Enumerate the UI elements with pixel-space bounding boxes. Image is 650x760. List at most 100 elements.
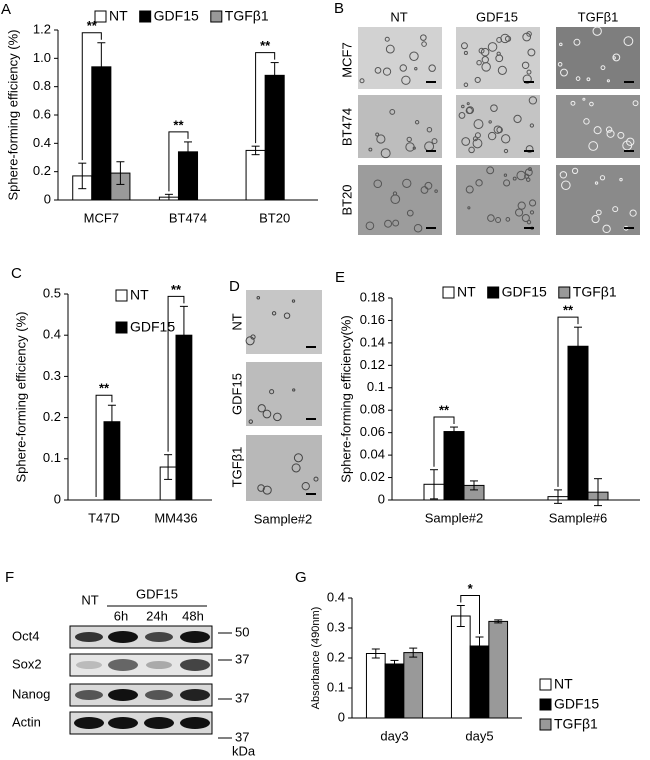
y-tick-label: 0.3: [43, 368, 61, 383]
sphere: [593, 126, 602, 135]
error-bar: [554, 489, 562, 504]
significance-label: **: [439, 402, 450, 417]
sphere: [526, 69, 532, 75]
micrograph: [556, 165, 640, 235]
panel-label: A: [1, 1, 11, 18]
sphere: [421, 41, 427, 47]
sphere: [586, 77, 591, 82]
significance-label: *: [468, 581, 474, 596]
sphere: [606, 79, 610, 83]
row-label: BT474: [339, 108, 354, 146]
sphere: [420, 34, 427, 41]
band: [146, 661, 172, 669]
bar: [443, 431, 465, 501]
sphere: [505, 217, 511, 222]
significance-label: **: [99, 381, 110, 396]
sphere: [399, 64, 407, 72]
micrograph: [358, 95, 442, 158]
sphere: [589, 101, 594, 107]
y-tick-label: 0.6: [33, 106, 51, 121]
sphere: [600, 65, 606, 71]
sphere: [516, 170, 526, 181]
sphere: [468, 146, 475, 154]
sphere: [467, 206, 471, 210]
sphere: [617, 131, 625, 139]
legend-label: GDF15: [130, 319, 175, 335]
y-axis-title: Sphere-forming efficiency(%): [338, 315, 353, 482]
sphere: [486, 166, 495, 175]
blots: [69, 625, 213, 735]
error-bar: [270, 62, 279, 89]
sphere: [515, 208, 524, 217]
sphere: [359, 78, 365, 84]
legend-label: NT: [457, 284, 476, 300]
sphere: [382, 67, 392, 76]
sphere: [622, 140, 633, 151]
significance-label: **: [173, 117, 184, 132]
sphere: [493, 125, 503, 134]
band: [108, 717, 138, 729]
sphere: [592, 26, 602, 36]
time-label: 48h: [182, 608, 204, 623]
sphere: [487, 42, 498, 52]
micrograph: [246, 362, 322, 426]
sphere: [293, 453, 303, 463]
significance-label: **: [171, 282, 182, 297]
y-tick-label: 0.5: [43, 285, 61, 300]
legend-swatch: [442, 286, 455, 299]
sphere: [599, 175, 606, 181]
sphere: [476, 59, 482, 66]
sphere: [487, 131, 497, 141]
sphere: [428, 64, 436, 72]
x-tick-label: day5: [465, 728, 493, 743]
error-bar: [116, 161, 125, 185]
sphere: [473, 119, 484, 130]
sphere: [573, 38, 581, 46]
y-tick-label: 0.3: [327, 619, 345, 634]
sphere: [487, 214, 495, 222]
bar: [450, 615, 471, 719]
sphere: [488, 120, 492, 124]
error-bar: [574, 326, 582, 366]
y-tick-label: 0: [378, 491, 385, 506]
sphere: [405, 142, 415, 152]
sphere: [632, 100, 639, 107]
sphere: [461, 137, 471, 146]
sphere: [465, 106, 473, 115]
sphere: [529, 210, 535, 215]
sphere: [406, 209, 414, 217]
sphere: [434, 189, 438, 193]
significance-bracket: [255, 52, 276, 144]
sphere: [612, 56, 616, 60]
error-bar: [78, 162, 87, 190]
sphere: [257, 404, 266, 413]
sphere: [313, 476, 319, 482]
sphere: [495, 54, 504, 63]
y-tick-label: 0.18: [360, 289, 385, 304]
sphere: [612, 206, 619, 213]
y-axis-title: Sphere-forming efficiency (%): [5, 30, 20, 201]
bar: [488, 620, 509, 719]
sphere: [495, 217, 502, 224]
blot: [69, 683, 213, 707]
sphere: [406, 136, 412, 143]
band: [145, 690, 173, 700]
panel-label: B: [334, 0, 344, 17]
sphere: [262, 485, 272, 495]
y-tick-label: 0.4: [327, 589, 345, 604]
column-label: GDF15: [476, 9, 518, 24]
sphere: [414, 67, 418, 71]
legend-swatch: [539, 698, 552, 711]
bar: [567, 345, 589, 501]
legend-swatch: [94, 10, 107, 23]
marker-label: 50: [235, 624, 249, 639]
sphere: [262, 409, 272, 419]
sphere: [475, 179, 483, 187]
sphere: [503, 148, 509, 154]
x-tick-label: BT474: [169, 210, 207, 225]
legend-label: TGFβ1: [225, 8, 269, 24]
panel-d: D NT GDF15 TGFβ1 Sample#2: [229, 278, 312, 526]
sphere: [501, 134, 511, 144]
sphere: [527, 48, 536, 57]
